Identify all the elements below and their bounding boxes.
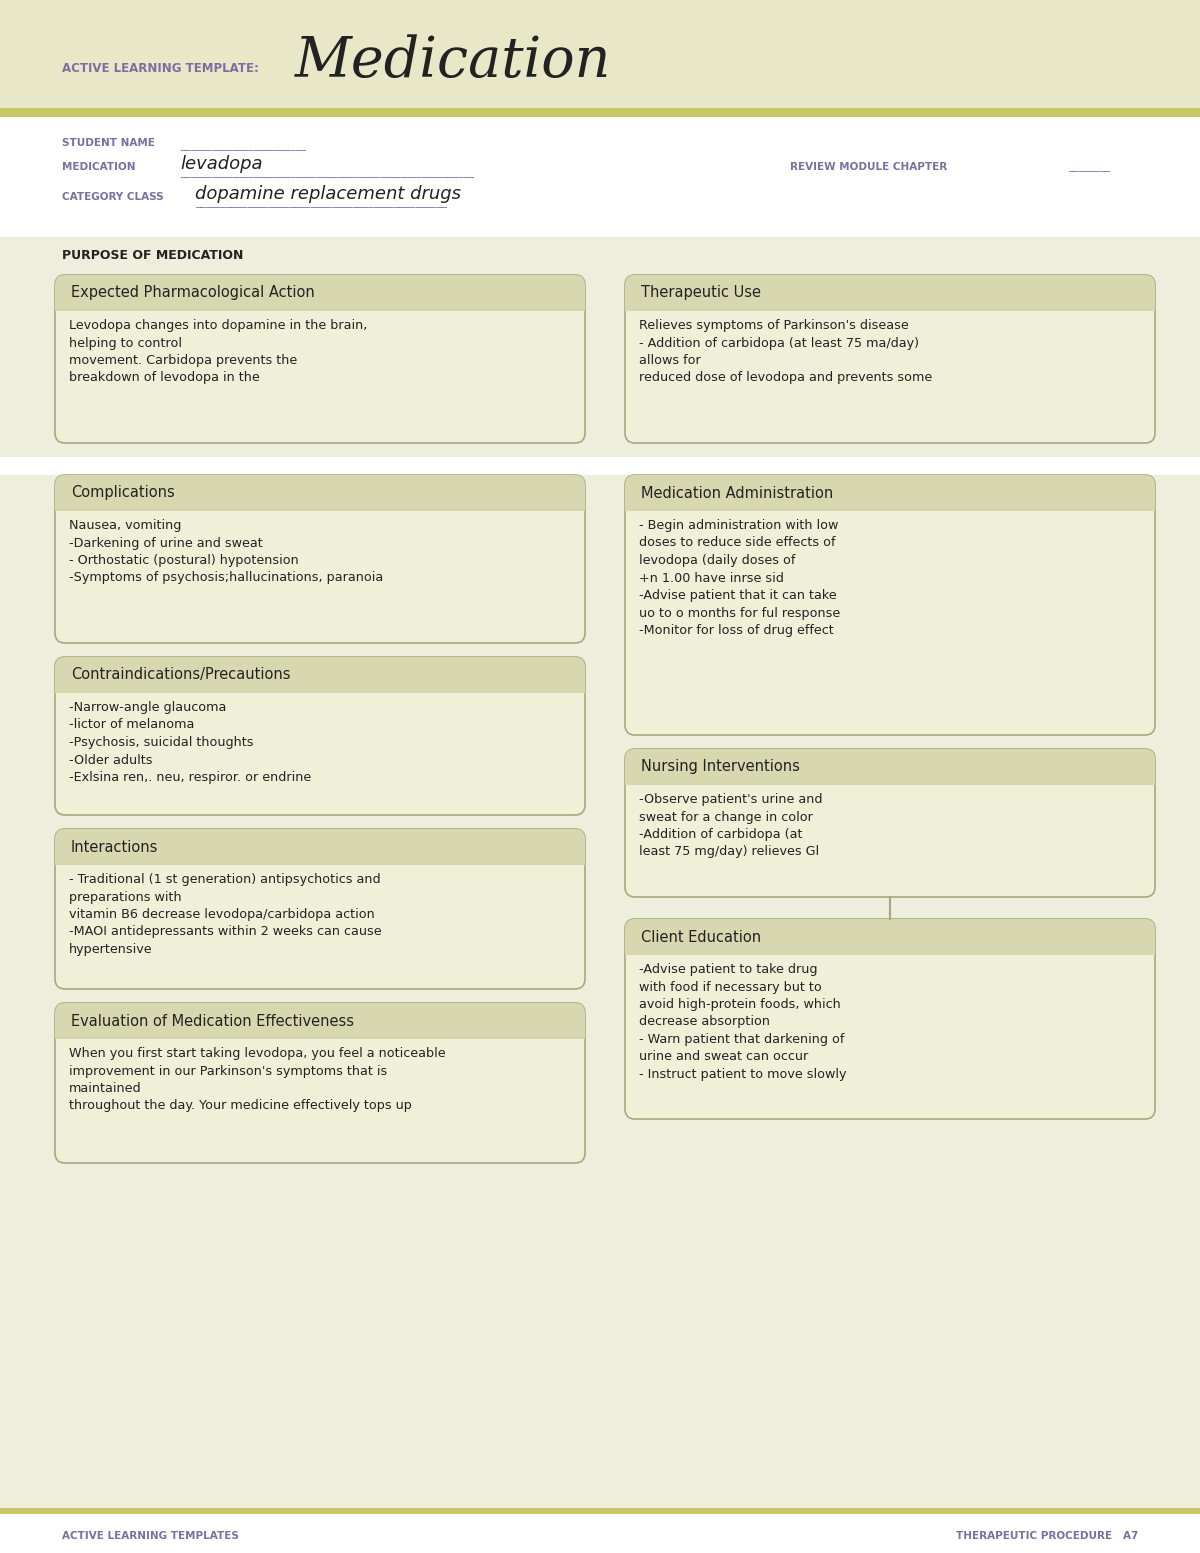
FancyBboxPatch shape — [625, 275, 1154, 443]
Bar — [625, 936, 1154, 955]
Bar — [0, 238, 1200, 1508]
Text: CATEGORY CLASS: CATEGORY CLASS — [62, 193, 163, 202]
Text: Nausea, vomiting
-Darkening of urine and sweat
- Orthostatic (postural) hypotens: Nausea, vomiting -Darkening of urine and… — [70, 519, 383, 584]
FancyBboxPatch shape — [625, 749, 1154, 898]
FancyBboxPatch shape — [55, 829, 586, 865]
FancyBboxPatch shape — [625, 919, 1154, 955]
Text: ________: ________ — [1068, 162, 1110, 172]
Text: levadopa: levadopa — [180, 155, 263, 172]
Text: Contraindications/Precautions: Contraindications/Precautions — [71, 668, 290, 682]
Bar — [0, 457, 1200, 475]
Bar — [0, 0, 1200, 109]
Text: PURPOSE OF MEDICATION: PURPOSE OF MEDICATION — [62, 248, 244, 262]
Bar — [55, 492, 586, 511]
Text: Nursing Interventions: Nursing Interventions — [641, 759, 800, 775]
Text: Interactions: Interactions — [71, 840, 158, 854]
Text: -Advise patient to take drug
with food if necessary but to
avoid high-protein fo: -Advise patient to take drug with food i… — [640, 963, 846, 1081]
FancyBboxPatch shape — [55, 657, 586, 693]
Bar — [0, 1508, 1200, 1553]
FancyBboxPatch shape — [625, 919, 1154, 1120]
FancyBboxPatch shape — [625, 475, 1154, 735]
Text: REVIEW MODULE CHAPTER: REVIEW MODULE CHAPTER — [790, 162, 947, 172]
Bar — [55, 1020, 586, 1039]
Bar — [0, 109, 1200, 116]
Text: ACTIVE LEARNING TEMPLATE:: ACTIVE LEARNING TEMPLATE: — [62, 62, 259, 75]
FancyBboxPatch shape — [55, 657, 586, 815]
FancyBboxPatch shape — [55, 1003, 586, 1163]
Text: STUDENT NAME: STUDENT NAME — [62, 138, 155, 148]
Text: THERAPEUTIC PROCEDURE   A7: THERAPEUTIC PROCEDURE A7 — [955, 1531, 1138, 1541]
Text: ________________________________________________________: ________________________________________… — [180, 168, 474, 179]
Text: Complications: Complications — [71, 486, 175, 500]
Text: Medication: Medication — [295, 34, 611, 90]
Bar — [0, 1508, 1200, 1514]
Text: Levodopa changes into dopamine in the brain,
helping to control
movement. Carbid: Levodopa changes into dopamine in the br… — [70, 318, 367, 385]
Text: Evaluation of Medication Effectiveness: Evaluation of Medication Effectiveness — [71, 1014, 354, 1028]
Text: ________________________________________________: ________________________________________… — [194, 197, 446, 208]
Text: Therapeutic Use: Therapeutic Use — [641, 286, 761, 300]
Bar — [55, 846, 586, 865]
Text: Client Education: Client Education — [641, 930, 761, 944]
FancyBboxPatch shape — [625, 749, 1154, 784]
FancyBboxPatch shape — [55, 475, 586, 511]
Text: Expected Pharmacological Action: Expected Pharmacological Action — [71, 286, 314, 300]
FancyBboxPatch shape — [55, 275, 586, 443]
Bar — [625, 767, 1154, 784]
FancyBboxPatch shape — [55, 1003, 586, 1039]
Bar — [625, 492, 1154, 511]
Text: Relieves symptoms of Parkinson's disease
- Addition of carbidopa (at least 75 ma: Relieves symptoms of Parkinson's disease… — [640, 318, 932, 385]
FancyBboxPatch shape — [55, 829, 586, 989]
Text: - Traditional (1 st generation) antipsychotics and
preparations with
vitamin B6 : - Traditional (1 st generation) antipsyc… — [70, 873, 382, 957]
Text: - Begin administration with low
doses to reduce side effects of
levodopa (daily : - Begin administration with low doses to… — [640, 519, 840, 637]
Bar — [55, 294, 586, 311]
Text: dopamine replacement drugs: dopamine replacement drugs — [194, 185, 461, 203]
Text: ________________________: ________________________ — [180, 141, 306, 151]
Text: -Narrow-angle glaucoma
-lictor of melanoma
-Psychosis, suicidal thoughts
-Older : -Narrow-angle glaucoma -lictor of melano… — [70, 700, 311, 784]
Text: ACTIVE LEARNING TEMPLATES: ACTIVE LEARNING TEMPLATES — [62, 1531, 239, 1541]
Bar — [55, 676, 586, 693]
Text: Medication Administration: Medication Administration — [641, 486, 833, 500]
FancyBboxPatch shape — [55, 475, 586, 643]
Bar — [0, 116, 1200, 238]
Text: -Observe patient's urine and
sweat for a change in color
-Addition of carbidopa : -Observe patient's urine and sweat for a… — [640, 794, 822, 859]
Text: MEDICATION: MEDICATION — [62, 162, 136, 172]
FancyBboxPatch shape — [625, 275, 1154, 311]
Text: When you first start taking levodopa, you feel a noticeable
improvement in our P: When you first start taking levodopa, yo… — [70, 1047, 445, 1112]
FancyBboxPatch shape — [55, 275, 586, 311]
Bar — [625, 294, 1154, 311]
FancyBboxPatch shape — [625, 475, 1154, 511]
